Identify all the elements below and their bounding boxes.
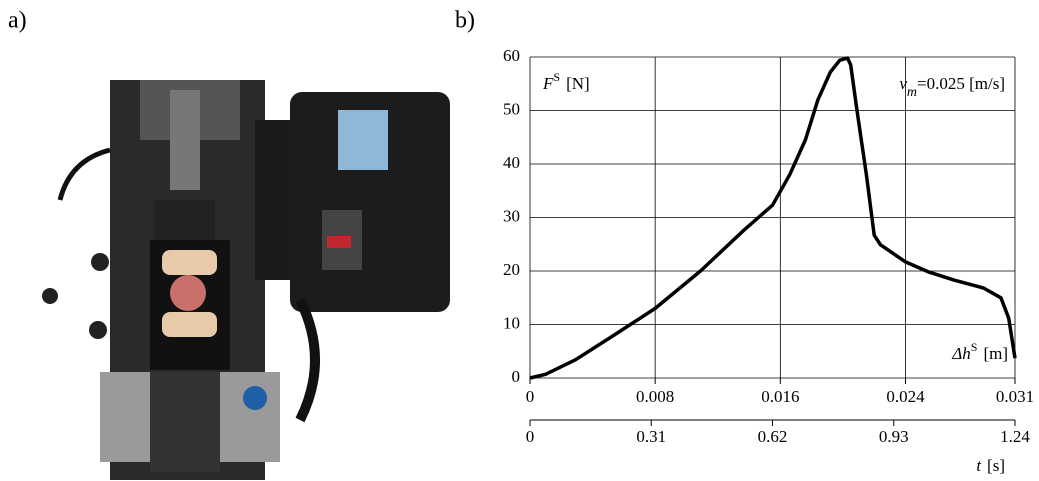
y-tick-label: 40	[503, 153, 520, 172]
photo	[42, 80, 450, 480]
x2-axis-label: t [s]	[976, 456, 1005, 475]
x-tick-label: 0	[526, 387, 535, 406]
x2-axis-label-part: [s]	[987, 456, 1005, 475]
y-axis-label: FS [N]	[542, 70, 590, 93]
x-axis-label: ΔhS [m]	[951, 340, 1008, 363]
y-tick-label: 50	[503, 99, 520, 118]
x2-tick-label: 0	[526, 427, 535, 446]
x-axis-label-part: S	[971, 340, 978, 354]
x2-tick-label: 0.62	[758, 427, 788, 446]
x-axis-label-part: Δh	[951, 344, 970, 363]
x-tick-label: 0.031	[996, 387, 1034, 406]
annotation: vm=0.025 [m/s]	[899, 74, 1005, 100]
x-tick-label: 0.024	[886, 387, 925, 406]
figure: a) b) 0 10 20 30 40 50 60 0 0.008 0.016 0.024 0.031…	[0, 0, 1039, 481]
x2-axis-label-part: t	[976, 456, 982, 475]
x2-tick-label: 1.24	[1000, 427, 1030, 446]
data-line	[530, 58, 1015, 378]
x2-tick-label: 0.93	[879, 427, 909, 446]
y-tick-label: 10	[503, 313, 520, 332]
y-tick-label: 0	[512, 367, 521, 386]
x-tick-label: 0.016	[761, 387, 799, 406]
panel-label: b)	[455, 8, 475, 34]
y-axis-label-part: S	[553, 70, 560, 84]
y-axis-label-part: F	[542, 74, 554, 93]
y-tick-label: 60	[503, 46, 520, 65]
x-axis-label-part: [m]	[983, 344, 1008, 363]
annotation-part: m	[907, 85, 917, 100]
panel-label: a)	[8, 8, 27, 34]
y-tick-label: 30	[503, 206, 520, 225]
y-axis-label-part: [N]	[566, 74, 590, 93]
y-tick-label: 20	[503, 260, 520, 279]
annotation-part: =0.025 [m/s]	[917, 74, 1005, 93]
x2-tick-label: 0.31	[636, 427, 666, 446]
x-tick-label: 0.008	[636, 387, 674, 406]
